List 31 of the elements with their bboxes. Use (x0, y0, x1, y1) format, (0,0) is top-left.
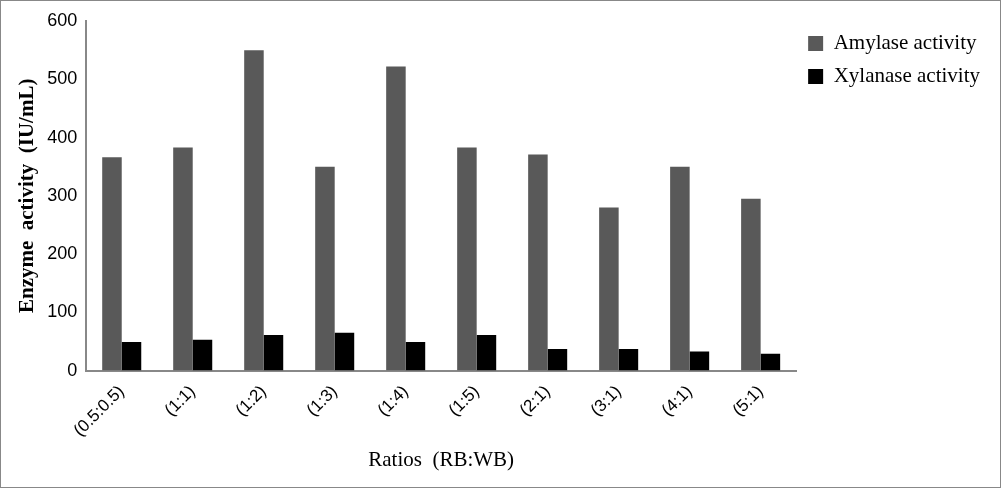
y-tick-label: 200 (47, 243, 78, 264)
bar (173, 147, 193, 371)
bar (528, 154, 548, 371)
x-axis-title: Ratios (RB:WB) (368, 446, 515, 471)
bar (457, 147, 477, 371)
y-tick-label: 500 (47, 68, 78, 89)
bar (618, 349, 639, 371)
y-tick-label: 600 (47, 9, 78, 30)
bar (315, 166, 335, 371)
legend-label: Xylanase activity (833, 63, 981, 88)
bar (263, 335, 284, 371)
y-tick-label: 400 (47, 126, 78, 147)
y-tick-label: 100 (47, 301, 78, 322)
y-tick-label: 300 (47, 184, 78, 205)
bar (405, 342, 426, 371)
bar (334, 332, 355, 371)
bar (102, 157, 122, 371)
bar (670, 166, 690, 371)
bar (121, 342, 142, 371)
bar (689, 351, 710, 371)
bar (760, 353, 781, 371)
bar (741, 198, 761, 371)
bar (386, 66, 406, 371)
bar (244, 50, 264, 371)
y-tick-label: 0 (67, 359, 78, 380)
y-axis-title: Enzyme activity (IU/mL) (14, 78, 39, 314)
bar (192, 339, 213, 371)
bar (476, 335, 497, 371)
bar (547, 349, 568, 371)
legend-label: Amylase activity (833, 30, 978, 55)
bar (599, 207, 619, 371)
